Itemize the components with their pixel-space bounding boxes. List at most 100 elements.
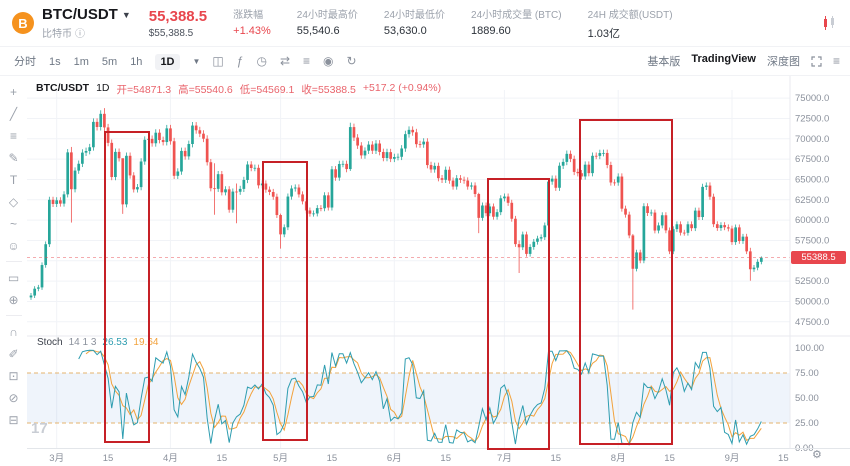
usd-price: $55,388.5 bbox=[148, 27, 194, 39]
fib-retracement-icon[interactable]: ≡ bbox=[9, 128, 17, 143]
stoch-label: Stoch bbox=[37, 337, 63, 348]
ticker-stats: 涨跌幅 +1.43% 24小时最高价 55,540.6 24小时最低价 53,630.0 2… bbox=[233, 6, 672, 41]
pair-name: BTC/USDT bbox=[42, 6, 118, 23]
stat-label: 24H 成交额(USDT) bbox=[587, 9, 673, 21]
crosshair-icon[interactable]: + bbox=[9, 84, 17, 99]
legend-low: 低=54569.1 bbox=[239, 84, 295, 96]
legend-high: 高=55540.6 bbox=[178, 84, 233, 96]
toolbar-divider bbox=[5, 261, 22, 262]
svg-text:57500.0: 57500.0 bbox=[795, 235, 829, 246]
last-price: 55,388.5 bbox=[148, 7, 208, 25]
legend-interval: 1D bbox=[96, 82, 110, 94]
svg-text:100.00: 100.00 bbox=[795, 343, 824, 354]
stat-label: 24小时成交量 (BTC) bbox=[471, 9, 562, 21]
alert-icon[interactable]: ◷ bbox=[256, 54, 267, 68]
interval-button[interactable]: 1s bbox=[49, 56, 61, 68]
stoch-params: 14 1 3 bbox=[68, 337, 97, 348]
tradingview-watermark: 17 bbox=[31, 420, 48, 437]
brush-icon[interactable]: ✎ bbox=[8, 150, 19, 165]
interval-button[interactable]: 1m bbox=[73, 56, 89, 68]
stat-value: 53,630.0 bbox=[383, 24, 427, 37]
stoch-d-value: 19.64 bbox=[133, 337, 159, 348]
stat-value: 1.03亿 bbox=[587, 27, 620, 40]
replay-icon[interactable]: ↻ bbox=[346, 54, 357, 68]
toolbar-divider bbox=[5, 315, 22, 316]
svg-text:5月: 5月 bbox=[273, 453, 288, 464]
svg-text:62500.0: 62500.0 bbox=[795, 195, 829, 206]
legend-change: +517.2 (+0.94%) bbox=[362, 82, 442, 94]
hide-icon[interactable]: ⊘ bbox=[8, 390, 19, 405]
trash-icon[interactable]: ⊟ bbox=[8, 412, 19, 427]
drawing-toolbar: + ╱ ≡ ✎ T ◇ ~ ☺ ▭ ⊕ ∩ ✐ ⊡ ⊘ ⊟ bbox=[0, 76, 27, 466]
ticker-stat: 涨跌幅 +1.43% bbox=[233, 6, 271, 41]
xabcd-pattern-icon[interactable]: ◇ bbox=[8, 194, 19, 209]
view-tab[interactable]: 基本版 bbox=[647, 56, 681, 68]
legend-close: 收=55388.5 bbox=[301, 84, 356, 96]
svg-text:6月: 6月 bbox=[387, 453, 402, 464]
svg-text:75.00: 75.00 bbox=[795, 368, 819, 379]
lock-icon[interactable]: ⊡ bbox=[8, 368, 19, 383]
svg-text:60000.0: 60000.0 bbox=[795, 215, 829, 226]
price-chart[interactable]: 75000.0 72500.0 70000.0 67500.0 65000.0 62500… bbox=[27, 76, 850, 466]
interval-button[interactable]: 5m bbox=[101, 56, 118, 68]
svg-text:47500.0: 47500.0 bbox=[795, 317, 829, 328]
svg-text:7月: 7月 bbox=[497, 453, 512, 464]
svg-text:15: 15 bbox=[217, 453, 228, 464]
info-icon[interactable]: ⓘ bbox=[75, 29, 85, 40]
interval-button[interactable]: 1h bbox=[130, 56, 143, 68]
view-tab[interactable]: 深度图 bbox=[766, 56, 800, 68]
svg-text:4月: 4月 bbox=[163, 453, 178, 464]
stat-label: 涨跌幅 bbox=[233, 9, 264, 21]
ticker-stat: 24H 成交额(USDT) 1.03亿 bbox=[588, 6, 673, 41]
legend-open: 开=54871.3 bbox=[116, 84, 172, 96]
view-tab[interactable]: TradingView bbox=[691, 53, 756, 65]
kline-toggle-icon[interactable] bbox=[822, 15, 838, 31]
fullscreen-icon[interactable] bbox=[811, 55, 822, 67]
axis-settings-gear-icon[interactable]: ⚙ bbox=[812, 449, 822, 461]
text-icon[interactable]: T bbox=[9, 172, 18, 187]
svg-text:15: 15 bbox=[440, 453, 451, 464]
panel-menu-icon[interactable]: ≡ bbox=[832, 54, 840, 68]
svg-text:15: 15 bbox=[103, 453, 114, 464]
chevron-down-icon: ▼ bbox=[121, 9, 131, 20]
svg-text:72500.0: 72500.0 bbox=[795, 113, 829, 124]
ticker-stat: 24小时最低价 53,630.0 bbox=[384, 6, 445, 41]
stoch-legend: Stoch 14 1 3 26.53 19.64 bbox=[37, 337, 158, 348]
object-tree-icon[interactable]: ≡ bbox=[303, 54, 311, 68]
svg-text:15: 15 bbox=[551, 453, 562, 464]
stat-value: 55,540.6 bbox=[296, 24, 340, 37]
compare-icon[interactable]: ⇄ bbox=[279, 54, 290, 68]
svg-text:15: 15 bbox=[664, 453, 675, 464]
stat-label: 24小时最高价 bbox=[296, 9, 358, 21]
svg-text:3月: 3月 bbox=[49, 453, 64, 464]
ticker-stat: 24小时最高价 55,540.6 bbox=[297, 6, 358, 41]
svg-text:8月: 8月 bbox=[611, 453, 626, 464]
legend-pair: BTC/USDT bbox=[36, 82, 90, 94]
draw-mode-icon[interactable]: ✐ bbox=[8, 346, 19, 361]
svg-text:15: 15 bbox=[327, 453, 338, 464]
stat-value: +1.43% bbox=[233, 24, 271, 37]
trendline-icon[interactable]: ╱ bbox=[9, 106, 18, 121]
svg-text:50000.0: 50000.0 bbox=[795, 296, 829, 307]
pair-selector[interactable]: BTC/USDT ▼ bbox=[42, 6, 131, 23]
emoji-icon[interactable]: ☺ bbox=[7, 238, 20, 253]
svg-text:50.00: 50.00 bbox=[795, 393, 819, 404]
measure-icon[interactable]: ▭ bbox=[7, 270, 20, 285]
pair-subtitle: 比特币 bbox=[42, 29, 72, 40]
svg-text:75000.0: 75000.0 bbox=[795, 93, 829, 104]
chart-style-icon[interactable]: ◫ bbox=[212, 54, 224, 68]
btc-logo-icon: B bbox=[12, 12, 34, 34]
forecast-icon[interactable]: ~ bbox=[9, 216, 17, 231]
indicator-icon[interactable]: ƒ bbox=[236, 54, 244, 68]
svg-text:70000.0: 70000.0 bbox=[795, 134, 829, 145]
zoom-in-icon[interactable]: ⊕ bbox=[8, 292, 19, 307]
ohlc-legend: BTC/USDT 1D 开=54871.3 高=55540.6 低=54569.… bbox=[36, 82, 441, 97]
magnet-icon[interactable]: ∩ bbox=[9, 324, 18, 339]
interval-button[interactable]: 1D bbox=[155, 54, 180, 70]
stat-value: 1889.60 bbox=[471, 24, 511, 37]
ticker-stat: 24小时成交量 (BTC) 1889.60 bbox=[471, 6, 562, 41]
interval-button[interactable]: 分时 bbox=[14, 56, 36, 68]
interval-dropdown-icon[interactable]: ▼ bbox=[192, 56, 201, 66]
screenshot-icon[interactable]: ◉ bbox=[323, 54, 334, 68]
svg-text:67500.0: 67500.0 bbox=[795, 154, 829, 165]
